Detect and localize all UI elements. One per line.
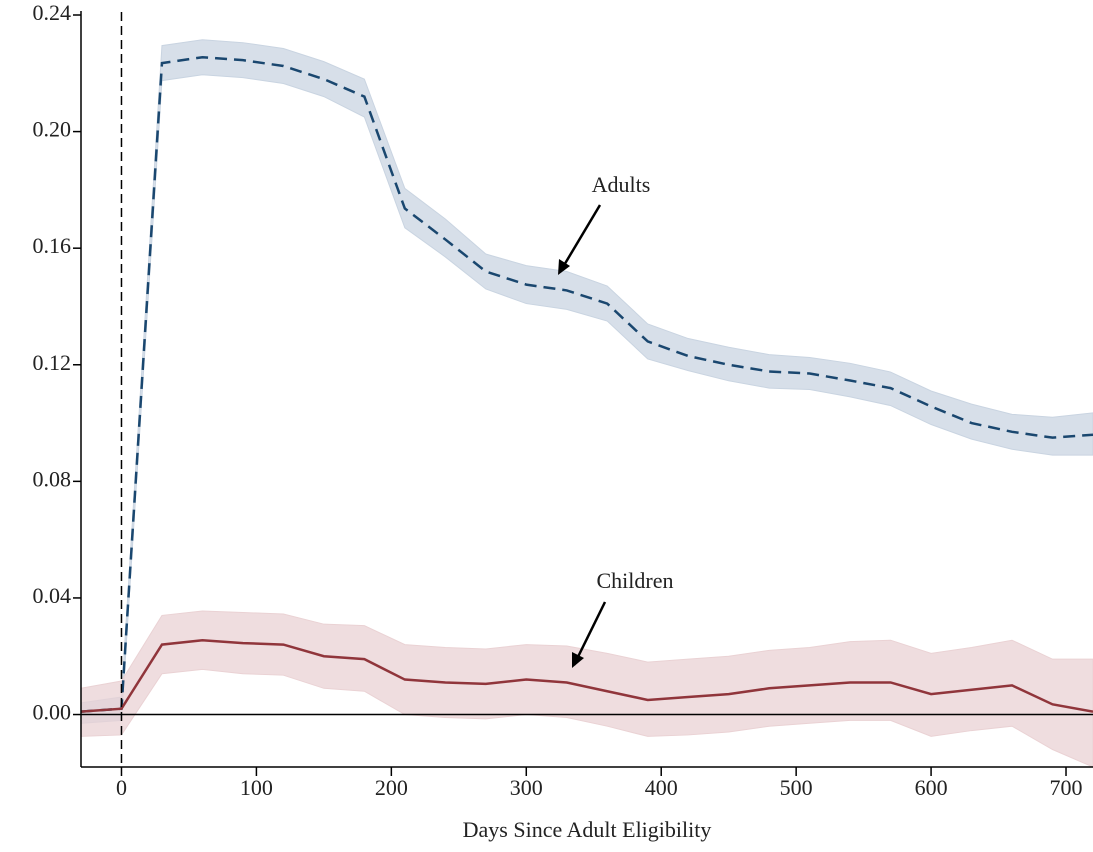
x-tick-label: 600 <box>915 775 948 800</box>
y-tick-label: 0.12 <box>33 350 72 375</box>
x-tick-label: 200 <box>375 775 408 800</box>
x-tick-label: 300 <box>510 775 543 800</box>
x-tick-label: 500 <box>780 775 813 800</box>
arrow <box>572 601 607 666</box>
y-tick-label: 0.08 <box>33 466 72 491</box>
y-tick-label: 0.00 <box>33 700 72 725</box>
y-tick-label: 0.16 <box>33 233 72 258</box>
annotation: Children <box>597 568 674 593</box>
confidence-band <box>80 610 1093 768</box>
confidence-band <box>80 39 1093 724</box>
arrowhead <box>572 652 584 668</box>
y-tick-label: 0.24 <box>33 0 72 25</box>
arrowhead <box>558 259 570 275</box>
arrow <box>558 204 602 273</box>
series-line <box>80 638 1093 713</box>
x-axis-title: Days Since Adult Eligibility <box>463 817 712 842</box>
lines <box>80 56 1093 713</box>
y-tick-label: 0.04 <box>33 583 72 608</box>
bands <box>80 39 1093 768</box>
x-tick-label: 400 <box>645 775 678 800</box>
annotation: Adults <box>592 172 651 197</box>
series-line <box>80 56 1093 713</box>
x-tick-label: 0 <box>116 775 127 800</box>
y-tick-label: 0.20 <box>33 117 72 142</box>
x-tick-label: 100 <box>240 775 273 800</box>
x-tick-label: 700 <box>1050 775 1083 800</box>
